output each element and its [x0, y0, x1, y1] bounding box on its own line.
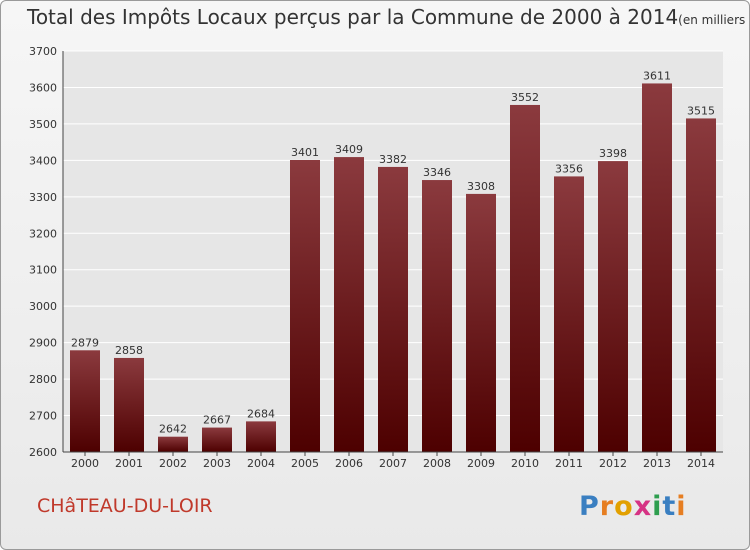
- bar: [334, 157, 364, 452]
- bar: [70, 350, 100, 452]
- x-tick-label: 2013: [643, 457, 671, 470]
- y-tick-label: 2700: [29, 410, 57, 423]
- y-tick-label: 3500: [29, 118, 57, 131]
- chart-title: Total des Impôts Locaux perçus par la Co…: [27, 5, 749, 29]
- x-tick-label: 2014: [687, 457, 715, 470]
- bar-value-label: 3382: [379, 153, 407, 166]
- y-tick-label: 3200: [29, 227, 57, 240]
- bar: [202, 427, 232, 452]
- chart-unit-label: (en milliers d'€): [678, 13, 749, 27]
- logo-letter: r: [599, 491, 615, 522]
- bar: [246, 421, 276, 452]
- bar: [114, 357, 144, 452]
- x-tick-label: 2007: [379, 457, 407, 470]
- bar-value-label: 2879: [71, 336, 99, 349]
- bar: [158, 436, 188, 452]
- bar: [466, 193, 496, 452]
- x-tick-label: 2009: [467, 457, 495, 470]
- bar: [422, 180, 452, 453]
- y-tick-label: 2600: [29, 446, 57, 459]
- bar-value-label: 2642: [159, 423, 187, 436]
- y-tick-label: 3100: [29, 264, 57, 277]
- logo-letter: P: [579, 491, 600, 522]
- logo-letter: t: [662, 491, 677, 522]
- bar-value-label: 3356: [555, 162, 583, 175]
- bar-value-label: 2667: [203, 414, 231, 427]
- x-tick-label: 2003: [203, 457, 231, 470]
- x-tick-label: 2002: [159, 457, 187, 470]
- y-tick-label: 2900: [29, 337, 57, 350]
- bar-value-label: 3515: [687, 104, 715, 117]
- bar-value-label: 3401: [291, 146, 319, 159]
- bar-value-label: 3611: [643, 69, 671, 82]
- commune-name: CHâTEAU-DU-LOIR: [37, 495, 213, 517]
- bar-value-label: 3409: [335, 143, 363, 156]
- x-tick-label: 2004: [247, 457, 275, 470]
- y-tick-label: 2800: [29, 373, 57, 386]
- bar: [686, 118, 716, 452]
- logo-letter: o: [614, 491, 634, 522]
- bar-value-label: 2858: [115, 344, 143, 357]
- bar-value-label: 3398: [599, 147, 627, 160]
- bar-value-label: 3346: [423, 166, 451, 179]
- chart-title-text: Total des Impôts Locaux perçus par la Co…: [27, 5, 679, 29]
- bar: [378, 166, 408, 452]
- y-tick-label: 3000: [29, 300, 57, 313]
- bar-value-label: 3552: [511, 91, 539, 104]
- x-tick-label: 2008: [423, 457, 451, 470]
- bar: [510, 104, 540, 452]
- bar-value-label: 2684: [247, 407, 275, 420]
- bar: [290, 159, 320, 452]
- y-tick-label: 3300: [29, 191, 57, 204]
- x-tick-label: 2012: [599, 457, 627, 470]
- y-tick-label: 3600: [29, 81, 57, 94]
- x-tick-label: 2010: [511, 457, 539, 470]
- logo-letter: i: [652, 491, 663, 522]
- x-tick-label: 2000: [71, 457, 99, 470]
- proxiti-logo: Proxiti: [579, 491, 687, 522]
- logo-letter: i: [676, 491, 687, 522]
- logo-letter: x: [633, 491, 653, 522]
- x-tick-label: 2006: [335, 457, 363, 470]
- x-tick-label: 2011: [555, 457, 583, 470]
- bar-value-label: 3308: [467, 180, 495, 193]
- x-tick-label: 2005: [291, 457, 319, 470]
- bar: [598, 161, 628, 453]
- x-tick-label: 2001: [115, 457, 143, 470]
- bar: [642, 83, 672, 452]
- y-tick-label: 3400: [29, 154, 57, 167]
- bar: [554, 176, 584, 453]
- y-tick-label: 3700: [29, 45, 57, 58]
